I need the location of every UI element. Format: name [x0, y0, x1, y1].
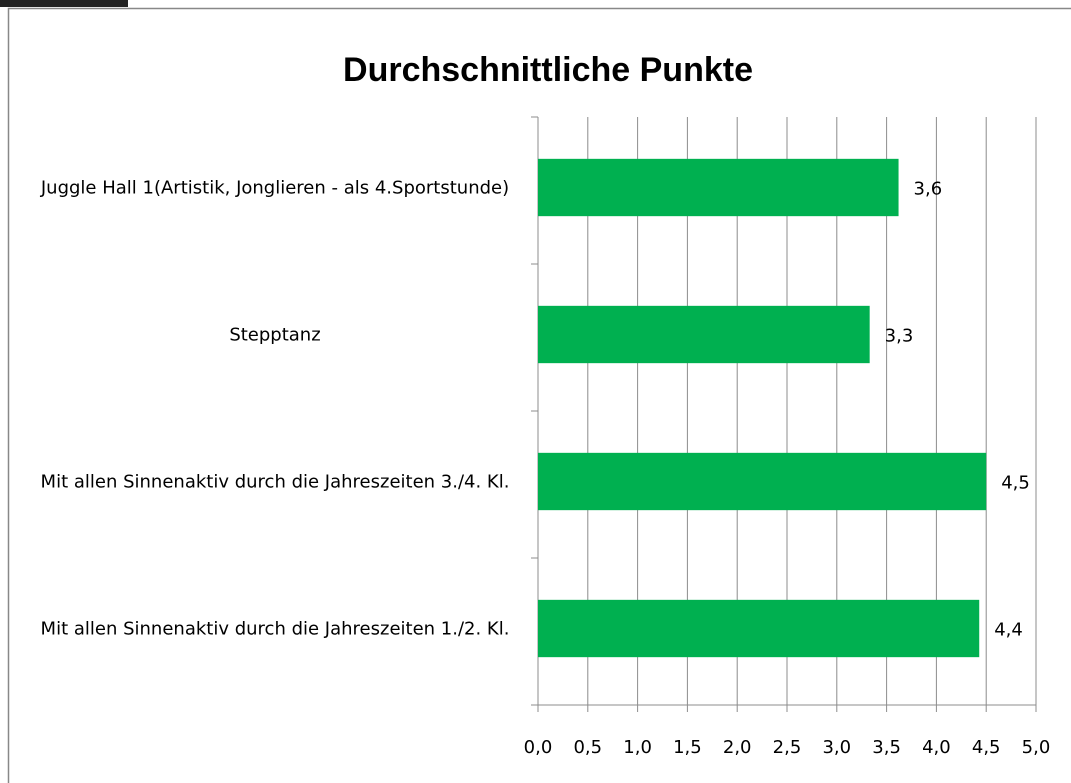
- x-tick-label: 1,0: [623, 737, 652, 758]
- x-tick-label: 5,0: [1022, 737, 1051, 758]
- data-label: 4,4: [994, 620, 1023, 641]
- bar: [538, 305, 870, 364]
- x-tick-label: 1,5: [673, 737, 702, 758]
- x-tick-label: 3,5: [872, 737, 901, 758]
- x-tick-label: 0,0: [524, 737, 553, 758]
- y-tick-label: Juggle Hall 1(Artistik, Jonglieren - als…: [40, 177, 510, 198]
- chart-title: Durchschnittliche Punkte: [343, 51, 753, 89]
- data-label: 4,5: [1001, 473, 1030, 494]
- x-tick-label: 4,5: [972, 737, 1001, 758]
- x-tick-label: 4,0: [922, 737, 951, 758]
- bar: [538, 599, 980, 658]
- bar: [538, 158, 899, 217]
- x-tick-label: 2,0: [723, 737, 752, 758]
- x-tick-label: 0,5: [573, 737, 602, 758]
- y-tick-label: Mit allen Sinnenaktiv durch die Jahresze…: [40, 618, 510, 639]
- x-tick-label: 2,5: [773, 737, 802, 758]
- y-tick-label: Stepptanz: [229, 324, 321, 345]
- x-tick-label: 3,0: [822, 737, 851, 758]
- y-tick-label: Mit allen Sinnenaktiv durch die Jahresze…: [40, 471, 510, 492]
- chart-frame: [7, 7, 1071, 783]
- bar: [538, 452, 987, 511]
- clip-edge: [0, 0, 128, 7]
- data-label: 3,6: [914, 179, 943, 200]
- data-label: 3,3: [885, 326, 914, 347]
